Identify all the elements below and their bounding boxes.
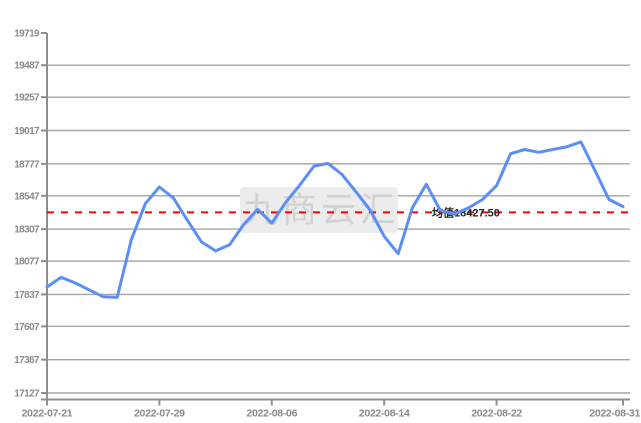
- x-axis-label: 2022-07-29: [134, 408, 185, 420]
- x-axis-label: 2022-08-14: [359, 408, 410, 420]
- y-axis-label: 17367: [14, 355, 40, 366]
- watermark-text: 九商云汇: [243, 191, 399, 230]
- axes: [41, 32, 630, 406]
- y-axis-label: 19257: [14, 93, 40, 104]
- price-line: [45, 140, 625, 299]
- watermark-box: [240, 187, 398, 233]
- x-axis-label: 2022-07-21: [22, 408, 73, 420]
- watermark: 九商云汇: [240, 187, 399, 233]
- y-axis-label: 18077: [14, 257, 40, 268]
- y-axis-label: 17837: [14, 290, 40, 301]
- y-axis-label: 18547: [14, 191, 40, 202]
- x-axis-label: 2022-08-22: [471, 408, 522, 420]
- mean-line-label: 均值18427.50: [432, 205, 500, 219]
- y-axis-label: 17127: [14, 389, 40, 400]
- x-axis-label: 2022-08-31: [589, 408, 640, 420]
- mean-line-group: 均值18427.50: [47, 205, 630, 219]
- y-axis-label: 18777: [14, 159, 40, 170]
- y-axis-label: 19719: [14, 29, 40, 40]
- y-axis-label: 18307: [14, 225, 40, 236]
- x-axis-label: 2022-08-06: [246, 408, 297, 420]
- y-axis-label: 19017: [14, 126, 40, 137]
- y-axis-label: 19487: [14, 61, 40, 72]
- axis-labels: 17127 17367 17607 17837 18077 18307 18547 18777…: [14, 29, 641, 420]
- price-line-series: [45, 140, 625, 299]
- y-axis-label: 17607: [14, 322, 40, 333]
